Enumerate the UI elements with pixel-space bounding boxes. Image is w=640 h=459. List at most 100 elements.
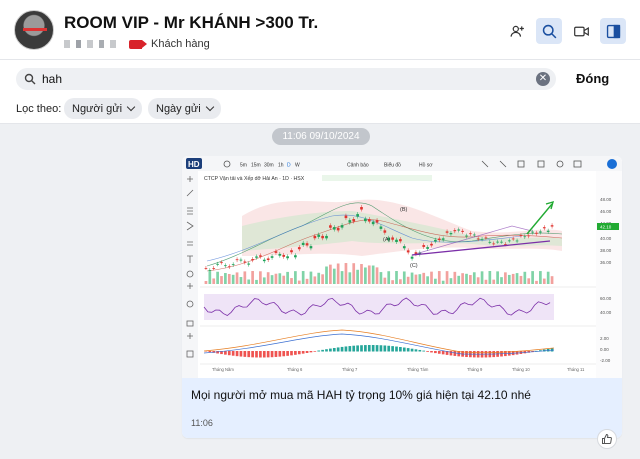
candle <box>391 237 394 240</box>
search-icon <box>542 24 556 38</box>
volume-bar <box>484 279 488 284</box>
chevron-down-icon <box>126 102 136 112</box>
candle <box>266 258 270 260</box>
search-input[interactable] <box>42 72 522 86</box>
candle <box>329 225 332 228</box>
rsi-line <box>203 297 551 316</box>
message-bubble[interactable]: HD 5m 15m 30m 1h D W Cảnh báo Biểu đồ Hồ… <box>182 156 622 438</box>
volume-bar <box>278 273 282 284</box>
member-avatars[interactable] <box>64 40 116 48</box>
volume-bar <box>294 271 297 284</box>
rsi-label: 40.00 <box>600 310 612 315</box>
macd-bar <box>227 351 231 356</box>
candle <box>500 241 503 243</box>
volume-bar <box>402 271 406 284</box>
macd-bar <box>352 345 356 352</box>
volume-bar <box>539 271 542 284</box>
candle <box>387 237 391 241</box>
candle <box>317 234 321 237</box>
volume-bar <box>227 274 231 284</box>
candle <box>255 256 258 258</box>
tf-30m[interactable]: 30m <box>264 163 274 169</box>
tf-15m[interactable]: 15m <box>251 163 261 169</box>
volume-bar <box>511 273 515 284</box>
clear-search-icon[interactable]: ✕ <box>536 72 550 86</box>
candle <box>216 263 219 265</box>
volume-bar <box>441 280 445 284</box>
price-label: 38.00 <box>600 248 612 253</box>
candle <box>220 262 223 264</box>
macd-label: 0.00 <box>600 347 609 352</box>
candle <box>262 259 266 262</box>
chart-screenshot[interactable]: HD 5m 15m 30m 1h D W Cảnh báo Biểu đồ Hồ… <box>182 156 622 378</box>
macd-bar <box>332 347 336 352</box>
search-box[interactable]: ✕ <box>16 68 556 90</box>
volume-bar <box>360 264 363 284</box>
macd-bar <box>247 351 251 358</box>
month-label: Tháng 9 <box>467 367 483 372</box>
month-label: Tháng 6 <box>287 367 303 372</box>
tf-5m[interactable]: 5m <box>240 163 247 169</box>
volume-bar <box>309 271 313 284</box>
react-button[interactable] <box>597 429 617 449</box>
candle <box>535 232 538 234</box>
candle <box>504 244 507 245</box>
macd-bar <box>430 351 433 353</box>
candle <box>235 259 239 261</box>
volume-bar <box>418 274 422 284</box>
volume-bar <box>297 280 301 284</box>
volume-bar <box>531 271 534 284</box>
group-avatar[interactable] <box>14 10 54 50</box>
candle <box>231 264 235 266</box>
volume-bar <box>496 271 499 284</box>
volume-bar <box>387 271 391 284</box>
tf-D[interactable]: D <box>287 163 291 169</box>
volume-bar <box>332 268 336 284</box>
tf-1h[interactable]: 1h <box>278 163 284 169</box>
candle <box>476 238 480 240</box>
tb-chart[interactable]: Biểu đồ <box>384 162 401 169</box>
macd-bar <box>204 351 208 352</box>
video-call-button[interactable] <box>568 18 594 44</box>
sidebar-toggle-button[interactable] <box>600 18 626 44</box>
candle <box>441 238 445 240</box>
tf-W[interactable]: W <box>295 163 300 169</box>
volume-bar <box>449 278 453 284</box>
macd-bar <box>208 351 212 353</box>
macd-bar <box>441 351 445 355</box>
volume-bar <box>235 272 239 284</box>
tb-alert[interactable]: Cảnh báo <box>347 163 369 169</box>
volume-bars <box>204 263 554 284</box>
volume-bar <box>523 271 527 284</box>
macd-bar <box>410 348 414 352</box>
candle <box>336 227 340 231</box>
candle <box>531 231 534 233</box>
candle <box>461 230 464 232</box>
volume-bar <box>321 274 324 284</box>
candle <box>430 243 433 246</box>
tag-label[interactable]: Khách hàng <box>151 38 210 50</box>
candle <box>340 225 344 228</box>
candle <box>406 250 410 253</box>
volume-bar <box>208 271 212 284</box>
candle <box>360 207 363 210</box>
month-label: Tháng Tám <box>407 367 429 372</box>
close-search-button[interactable]: Đóng <box>576 71 610 86</box>
volume-bar <box>492 279 496 284</box>
filter-sender[interactable]: Người gửi <box>64 98 143 119</box>
volume-bar <box>344 263 348 284</box>
volume-bar <box>504 272 507 284</box>
price-label: 36.00 <box>600 260 612 265</box>
macd-bar <box>290 351 293 356</box>
candle <box>356 214 359 217</box>
candle <box>539 231 542 233</box>
price-label: 40.00 <box>600 236 612 241</box>
search-button[interactable] <box>536 18 562 44</box>
filter-date[interactable]: Ngày gửi <box>148 98 221 119</box>
volume-bar <box>247 279 251 284</box>
volume-bar <box>266 272 270 284</box>
tb-profile[interactable]: Hồ sơ <box>419 163 433 169</box>
macd-bar <box>395 346 398 352</box>
add-member-button[interactable] <box>504 18 530 44</box>
candle <box>437 238 441 241</box>
